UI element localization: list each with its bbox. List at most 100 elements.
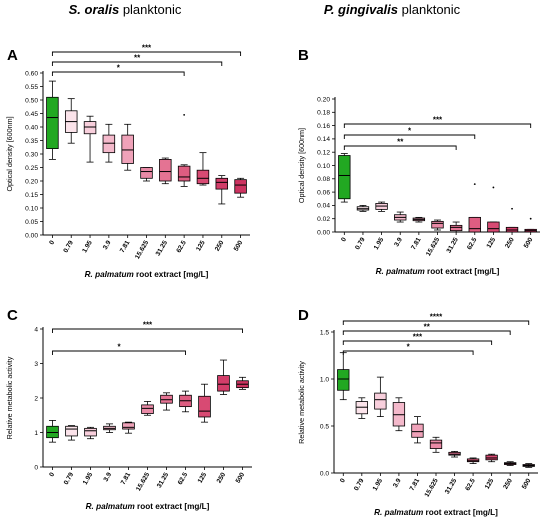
title-left-species: S. oralis [69, 2, 120, 17]
y-tick-label: 0.0 [320, 470, 329, 477]
y-tick-label: 0 [34, 464, 38, 471]
x-tick-label: 1.95 [373, 236, 386, 251]
x-tick-label: 125 [195, 239, 207, 252]
title-right-species: P. gingivalis [324, 2, 398, 17]
box-body [102, 134, 116, 154]
x-tick-label: 500 [521, 477, 533, 490]
y-tick-label: 0.20 [317, 96, 330, 103]
box-body [65, 425, 78, 437]
x-tick-label: 1.95 [81, 239, 94, 254]
significance-bracket [343, 134, 476, 139]
y-tick-label: 0.02 [317, 216, 330, 223]
box-body [449, 224, 463, 232]
panel-a: A 0.00 0.05 0.10 0.15 0.20 0.25 0.30 0.35 0.40 0.4… [5, 44, 250, 279]
box-body [338, 155, 351, 200]
x-tick-label: 250 [214, 239, 226, 252]
y-axis-label: Optical density [600nm] [297, 128, 306, 203]
outlier-point [183, 113, 186, 116]
box-0.79 [355, 397, 368, 419]
significance-bracket [52, 328, 243, 333]
significance-bracket [342, 340, 493, 345]
x-axis-label-unit: root extract [mg/L] [423, 508, 498, 517]
box-500 [522, 463, 535, 468]
y-tick-label: 0.00 [25, 232, 38, 239]
box-0 [46, 80, 59, 160]
box-1.95 [84, 426, 97, 440]
box-body [411, 423, 424, 438]
box-body [198, 395, 211, 418]
box-31.25 [449, 221, 463, 233]
panels-group: A0.000.050.100.150.200.250.300.350.400.4… [5, 44, 540, 517]
significance-bracket [51, 51, 242, 56]
x-tick-label: 3.9 [392, 477, 403, 489]
x-tick-label: 7.81 [120, 471, 133, 486]
y-tick-label: 0.15 [25, 192, 38, 199]
y-tick-label: 1.0 [320, 376, 329, 383]
box-0.79 [356, 204, 370, 212]
significance-label: *** [143, 321, 153, 330]
box-body [160, 394, 173, 404]
x-tick-label: 125 [486, 236, 498, 249]
box-body [84, 427, 97, 437]
x-axis-label-unit: root extract [mg/L] [425, 267, 500, 276]
x-axis-label: R. palmatum root extract [mg/L] [85, 270, 209, 279]
x-tick-label: 3.9 [102, 239, 113, 251]
y-tick-label: 0.60 [25, 70, 38, 77]
box-125 [198, 383, 211, 423]
y-axis-label: Relative metabolic activity [297, 361, 306, 444]
outlier-point [492, 186, 495, 189]
x-axis-label-unit: root extract [mg/L] [135, 502, 210, 511]
significance-label: ** [424, 323, 431, 332]
x-tick-label: 31.25 [446, 236, 460, 254]
x-tick-label: 250 [502, 477, 514, 490]
panel-b: B 0.00 0.02 0.04 0.06 0.08 0.10 0.12 0.14 0.16 0.1… [297, 47, 540, 276]
significance-bracket [51, 61, 223, 66]
panel-d: D 0.0 0.5 1.0 1.5 Relative metabolic activity… [297, 307, 538, 517]
significance-bracket [342, 320, 530, 325]
box-15.625 [429, 436, 443, 453]
y-tick-label: 0.04 [317, 203, 330, 210]
box-body [234, 179, 247, 194]
x-tick-label: 125 [197, 471, 209, 484]
significance-label: *** [413, 333, 423, 342]
x-tick-label: 125 [484, 477, 496, 490]
box-125 [487, 221, 500, 233]
y-tick-label: 0.00 [317, 229, 330, 236]
box-body [159, 158, 172, 182]
x-tick-label: 500 [233, 239, 245, 252]
y-tick-label: 1.5 [320, 329, 329, 336]
box-body [217, 375, 230, 392]
box-body [429, 439, 443, 449]
title-left: S. oralis planktonic [69, 2, 182, 17]
x-tick-label: 0 [48, 471, 56, 478]
box-1.95 [83, 115, 97, 163]
y-axis-label: Relative metabolic activity [5, 356, 14, 439]
panel-label: A [7, 47, 18, 64]
y-tick-label: 2 [34, 395, 38, 402]
y-tick-label: 0.25 [25, 165, 38, 172]
x-tick-label: 500 [235, 471, 247, 484]
y-tick-label: 0.20 [25, 178, 38, 185]
x-tick-label: 62.5 [466, 236, 479, 251]
y-axis-label: Optical density [600nm] [5, 116, 14, 191]
x-tick-label: 0.79 [354, 236, 367, 251]
x-tick-label: 62.5 [177, 471, 190, 486]
significance-label: ** [397, 138, 404, 147]
x-tick-label: 500 [523, 236, 535, 249]
box-7.81 [412, 216, 426, 223]
y-tick-label: 0.16 [317, 123, 330, 130]
box-62.5 [179, 390, 192, 413]
box-7.81 [122, 421, 135, 434]
box-15.625 [140, 167, 153, 182]
box-body [468, 216, 481, 233]
significance-bracket [342, 350, 474, 355]
box-31.25 [448, 450, 461, 458]
box-500 [234, 177, 247, 198]
box-250 [504, 461, 517, 466]
title-right: P. gingivalis planktonic [324, 2, 461, 17]
x-axis-label-species: R. palmatum [374, 508, 423, 517]
x-tick-label: 7.81 [409, 477, 422, 492]
y-tick-label: 0.30 [25, 151, 38, 158]
significance-label: * [407, 343, 411, 352]
box-7.81 [121, 123, 134, 171]
